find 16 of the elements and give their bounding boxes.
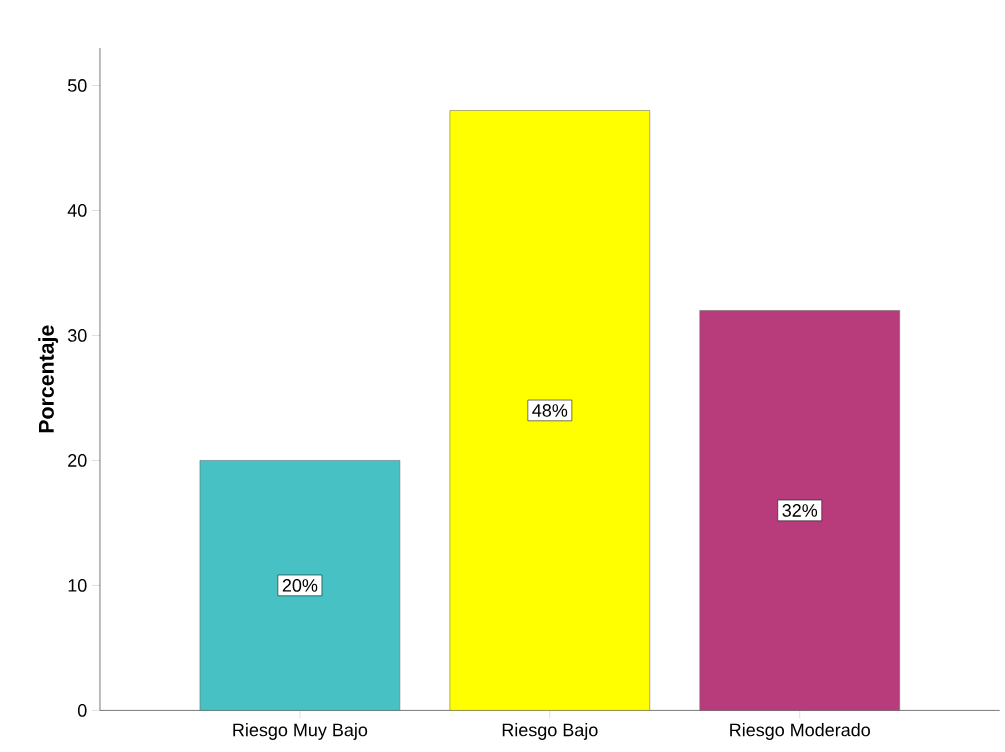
x-tick-label: Riesgo Muy Bajo bbox=[233, 723, 368, 741]
y-tick-label: 50 bbox=[67, 79, 87, 92]
x-tick-label: Riesgo Moderado bbox=[730, 723, 870, 741]
y-tick-label: 30 bbox=[67, 329, 87, 342]
data-label: 20% bbox=[282, 579, 318, 592]
bar bbox=[449, 110, 651, 711]
x-tick-label: Riesgo Bajo bbox=[502, 723, 598, 741]
y-tick-label: 20 bbox=[68, 454, 87, 467]
y-axis-title: Porcentaje bbox=[38, 325, 59, 433]
data-label: 48% bbox=[532, 404, 568, 417]
data-label: 32% bbox=[782, 504, 818, 517]
y-tick-label: 40 bbox=[67, 204, 87, 217]
bar bbox=[199, 460, 401, 711]
bar bbox=[699, 310, 900, 711]
y-tick-label: 0 bbox=[77, 704, 87, 717]
y-tick-label: 10 bbox=[68, 579, 87, 592]
